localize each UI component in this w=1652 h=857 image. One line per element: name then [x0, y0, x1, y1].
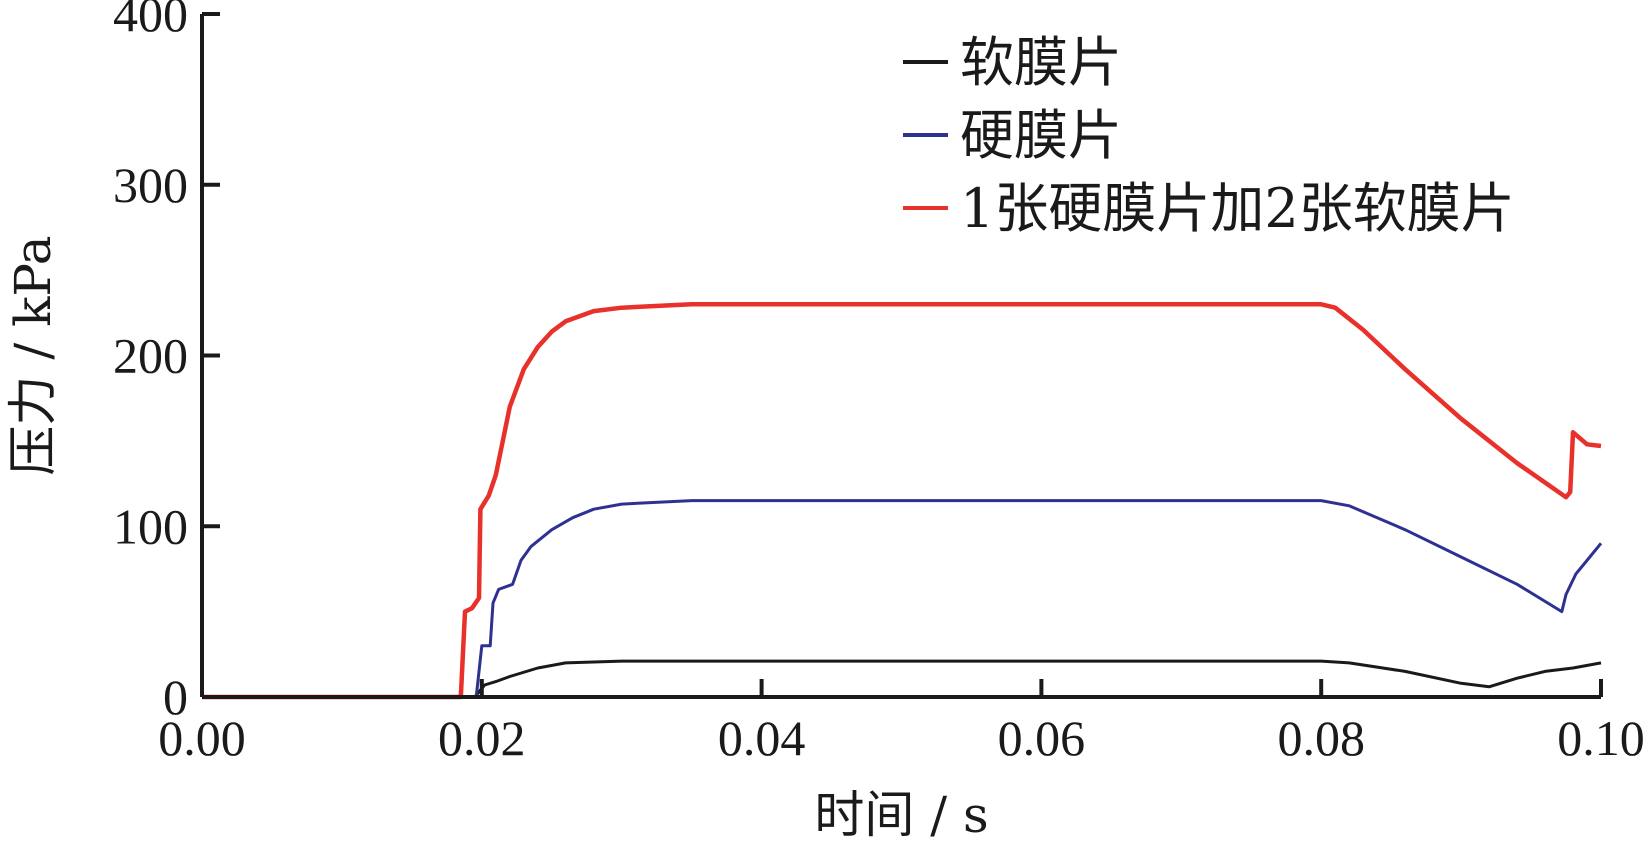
x-tick-label: 0.06	[998, 710, 1086, 766]
legend-item: 1张硬膜片加2张软膜片	[903, 177, 1515, 240]
y-ticks: 0 100 200 300 400	[113, 0, 220, 725]
x-tick-label: 0.02	[438, 710, 526, 766]
series-line-1	[202, 659, 1602, 699]
x-axis-title: 时间 / s	[814, 786, 988, 844]
y-tick-label: 0	[163, 669, 188, 725]
x-ticks: 0.00 0.02 0.04 0.06 0.08 0.10	[158, 679, 1645, 766]
series-line-3	[202, 302, 1602, 700]
legend-label: 软膜片	[960, 31, 1122, 94]
legend-label: 硬膜片	[960, 104, 1122, 167]
x-tick-label: 0.10	[1557, 710, 1645, 766]
y-tick-label: 100	[113, 498, 188, 554]
y-tick-label: 400	[113, 0, 188, 42]
legend-label: 1张硬膜片加2张软膜片	[960, 177, 1515, 240]
legend-item: 硬膜片	[903, 104, 1122, 167]
y-tick-label: 300	[113, 157, 188, 213]
y-axis-title: 压力 / kPa	[4, 235, 62, 475]
x-tick-label: 0.00	[158, 710, 246, 766]
series-line-2	[202, 499, 1603, 699]
plot-lines	[202, 302, 1603, 700]
x-tick-label: 0.08	[1277, 710, 1365, 766]
y-tick-label: 200	[113, 328, 188, 384]
axes: 0 100 200 300 400 0.00 0.02 0.04 0.06 0.08 0.10	[113, 0, 1645, 766]
legend-item: 软膜片	[903, 31, 1122, 94]
x-tick-label: 0.04	[718, 710, 806, 766]
